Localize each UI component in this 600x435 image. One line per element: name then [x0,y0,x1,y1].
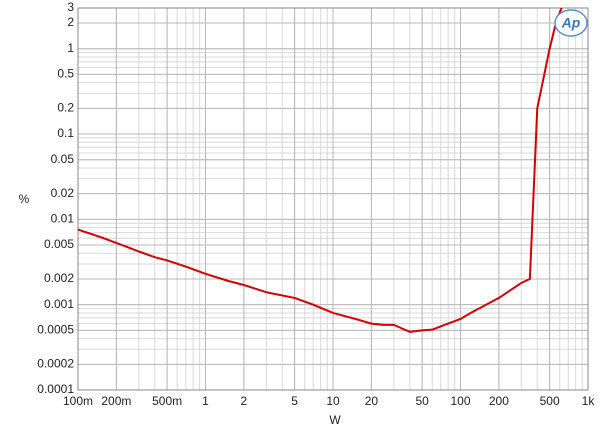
logo-ring [554,9,588,37]
y-tick-label: 3 [67,0,74,14]
y-tick-label: 0.2 [57,101,74,115]
y-tick-label: 0.002 [44,271,74,285]
grid [77,7,589,391]
x-tick-label: 1 [202,394,209,408]
y-tick-label: 0.0005 [37,323,74,337]
y-tick-label: 0.005 [44,237,74,251]
x-tick-label: 1k [582,394,596,408]
y-tick-label: 1 [67,41,74,55]
y-tick-label: 0.02 [51,186,75,200]
x-tick-label: 100 [450,394,470,408]
y-tick-label: 0.001 [44,297,74,311]
x-tick-label: 500m [152,394,182,408]
x-tick-label: 100m [63,394,93,408]
data-line [78,8,563,333]
y-tick-label: 0.05 [51,152,75,166]
y-axis-label: % [19,192,30,206]
x-tick-label: 2 [241,394,248,408]
y-tick-label: 0.0002 [37,356,74,370]
x-tick-label: 20 [365,394,379,408]
plot-frame [77,7,589,391]
x-tick-label: 200 [489,394,509,408]
x-tick-label: 50 [415,394,429,408]
y-tick-label: 0.01 [51,212,75,226]
x-tick-label: 10 [326,394,340,408]
logo: Ap [561,15,581,31]
y-tick-label: 2 [67,15,74,29]
x-tick-label: 200m [101,394,131,408]
x-axis-label: W [329,413,341,427]
y-tick-label: 0.0001 [37,382,74,396]
plot-area [78,8,563,333]
x-tick-label: 5 [291,394,298,408]
x-tick-label: 500 [540,394,560,408]
y-tick-label: 0.5 [57,67,74,81]
y-tick-label: 0.1 [57,126,74,140]
